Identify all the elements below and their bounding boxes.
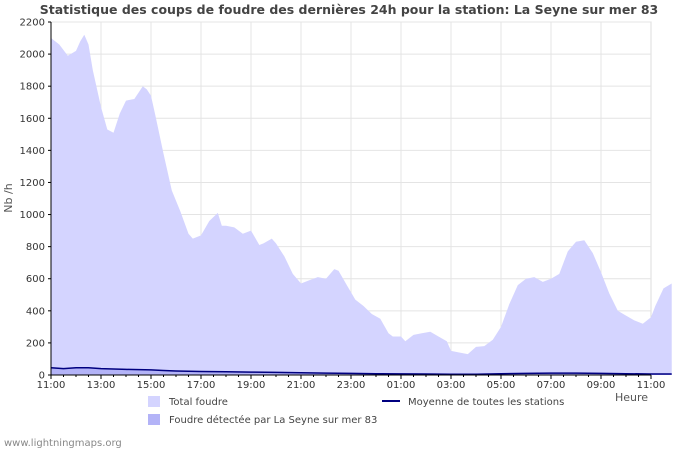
y-tick-label: 600 (26, 274, 45, 285)
x-tick-label: 11:00 (37, 380, 66, 391)
x-tick-label: 19:00 (237, 380, 266, 391)
series-area-1 (51, 367, 672, 375)
y-tick-label: 2200 (20, 18, 45, 29)
y-tick-label: 400 (26, 306, 45, 317)
x-axis-label: Heure (615, 391, 648, 404)
axes: 0 200 400 600 800 1000 1200 1400 1600 1800 2000 220… (20, 18, 666, 392)
y-tick-label: 0 (39, 371, 45, 382)
x-tick-label: 23:00 (337, 380, 366, 391)
y-tick-label: 1200 (20, 178, 45, 189)
y-tick-label: 1800 (20, 82, 45, 93)
x-tick-label: 11:00 (637, 380, 666, 391)
series-layer (50, 34, 672, 376)
y-tick-label: 2000 (20, 50, 45, 61)
x-tick-label: 01:00 (387, 380, 416, 391)
footer-site: www.lightningmaps.org (4, 438, 122, 449)
y-tick-label: 1000 (20, 210, 45, 221)
y-tick-label: 200 (26, 338, 45, 349)
chart-title: Statistique des coups de foudre des dern… (40, 2, 658, 17)
legend-label: Foudre détectée par La Seyne sur mer 83 (169, 414, 377, 426)
legend-label: Moyenne de toutes les stations (408, 397, 564, 408)
legend: Total foudre Moyenne de toutes les statio… (148, 396, 564, 426)
x-tick-label: 07:00 (537, 380, 566, 391)
y-axis-label: Nb /h (2, 183, 15, 212)
x-tick-label: 21:00 (287, 380, 316, 391)
y-tick-label: 800 (26, 242, 45, 253)
x-tick-label: 17:00 (187, 380, 216, 391)
y-tick-label: 1600 (20, 114, 45, 125)
legend-label: Total foudre (168, 397, 228, 408)
x-tick-label: 13:00 (87, 380, 116, 391)
series-area-0 (51, 34, 672, 376)
x-tick-label: 05:00 (487, 380, 516, 391)
series-line-2 (50, 367, 672, 375)
legend-swatch (148, 414, 160, 425)
y-tick-label: 1400 (20, 146, 45, 157)
legend-swatch (148, 396, 160, 407)
x-tick-label: 09:00 (587, 380, 616, 391)
x-tick-label: 15:00 (137, 380, 166, 391)
x-tick-label: 03:00 (437, 380, 466, 391)
